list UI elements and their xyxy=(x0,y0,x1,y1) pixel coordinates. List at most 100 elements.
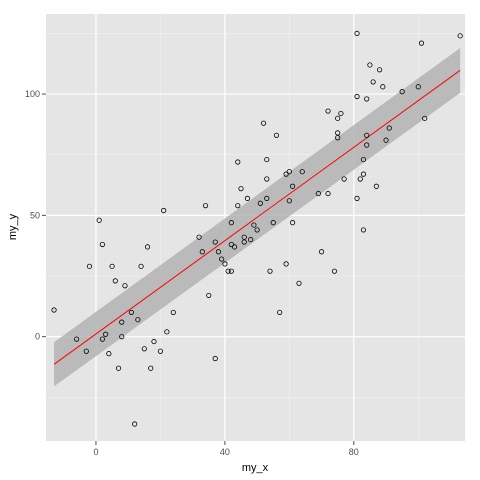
data-point xyxy=(364,132,370,138)
data-point xyxy=(360,171,367,177)
data-point xyxy=(219,256,225,262)
data-point xyxy=(106,351,112,357)
x-tick-label: 0 xyxy=(93,447,98,457)
data-point xyxy=(376,67,383,73)
data-point xyxy=(367,62,373,68)
data-point xyxy=(228,241,234,248)
data-point xyxy=(157,348,164,354)
data-point xyxy=(170,309,176,316)
data-point xyxy=(132,421,138,427)
data-point xyxy=(141,346,147,352)
data-point xyxy=(325,190,331,197)
data-point xyxy=(370,79,376,85)
data-point xyxy=(119,319,125,325)
y-tick-label: 100 xyxy=(25,89,40,99)
data-point xyxy=(228,268,234,274)
data-point xyxy=(235,203,241,209)
data-point xyxy=(251,222,257,228)
data-points xyxy=(51,30,463,427)
data-point xyxy=(257,200,263,206)
data-point xyxy=(283,171,289,177)
data-point xyxy=(286,169,292,175)
data-point xyxy=(122,283,128,289)
data-point xyxy=(241,234,247,240)
data-point xyxy=(296,280,302,286)
data-point xyxy=(364,142,370,148)
data-point xyxy=(260,120,267,126)
data-point xyxy=(360,156,367,163)
data-point xyxy=(386,125,392,131)
data-point xyxy=(273,132,280,138)
data-point xyxy=(99,241,106,248)
data-point xyxy=(264,156,270,163)
data-point xyxy=(235,159,241,165)
data-point xyxy=(422,115,428,121)
data-point xyxy=(138,263,144,269)
data-point xyxy=(360,227,367,233)
data-point xyxy=(161,207,167,214)
data-point xyxy=(135,317,141,323)
y-tick-label: 0 xyxy=(35,332,40,342)
data-point xyxy=(335,115,341,121)
data-point xyxy=(51,307,57,313)
data-point xyxy=(373,183,379,189)
data-point xyxy=(202,203,209,209)
data-point xyxy=(206,292,212,299)
x-axis-label: my_x xyxy=(242,462,269,474)
data-point xyxy=(380,84,386,90)
data-point xyxy=(119,334,125,340)
data-point xyxy=(151,338,157,345)
x-tick-label: 80 xyxy=(349,447,359,457)
data-point xyxy=(325,108,331,114)
data-point xyxy=(228,220,234,226)
data-point xyxy=(267,268,273,274)
data-point xyxy=(225,268,231,274)
data-point xyxy=(335,135,341,141)
data-point xyxy=(264,176,270,182)
data-point xyxy=(199,249,205,255)
data-point xyxy=(238,186,244,192)
data-point xyxy=(399,89,405,95)
regression-line xyxy=(53,69,461,365)
data-point xyxy=(248,237,254,243)
x-tick-label: 40 xyxy=(220,447,230,457)
data-point xyxy=(148,365,154,371)
data-point xyxy=(354,195,360,201)
data-point xyxy=(144,244,151,250)
data-point xyxy=(354,93,360,100)
data-point xyxy=(357,176,363,182)
data-point xyxy=(86,263,93,269)
data-point xyxy=(277,309,283,316)
data-point xyxy=(331,268,338,274)
data-point xyxy=(109,263,115,269)
y-axis-ticks: 0 50 100 xyxy=(25,89,46,342)
data-point xyxy=(364,96,370,102)
data-point xyxy=(338,110,344,117)
data-point xyxy=(418,40,425,46)
data-point xyxy=(244,195,251,201)
data-point xyxy=(264,195,270,201)
data-point xyxy=(99,336,106,342)
x-axis-ticks: 0 40 80 xyxy=(93,441,359,457)
data-point xyxy=(289,220,296,226)
data-point xyxy=(231,244,238,250)
data-point xyxy=(128,309,135,316)
data-point xyxy=(283,261,289,267)
y-axis-label: my_y xyxy=(7,213,19,240)
data-point xyxy=(196,234,202,240)
data-point xyxy=(112,278,118,284)
data-point xyxy=(74,336,80,342)
data-point xyxy=(212,355,218,362)
data-point xyxy=(289,183,296,189)
data-point xyxy=(212,239,218,245)
data-point xyxy=(318,249,325,255)
data-point xyxy=(222,261,228,267)
data-point xyxy=(83,348,89,354)
data-point xyxy=(457,33,463,39)
data-point xyxy=(299,169,305,175)
data-point xyxy=(335,130,341,136)
y-tick-label: 50 xyxy=(30,210,40,220)
data-point xyxy=(96,217,102,223)
